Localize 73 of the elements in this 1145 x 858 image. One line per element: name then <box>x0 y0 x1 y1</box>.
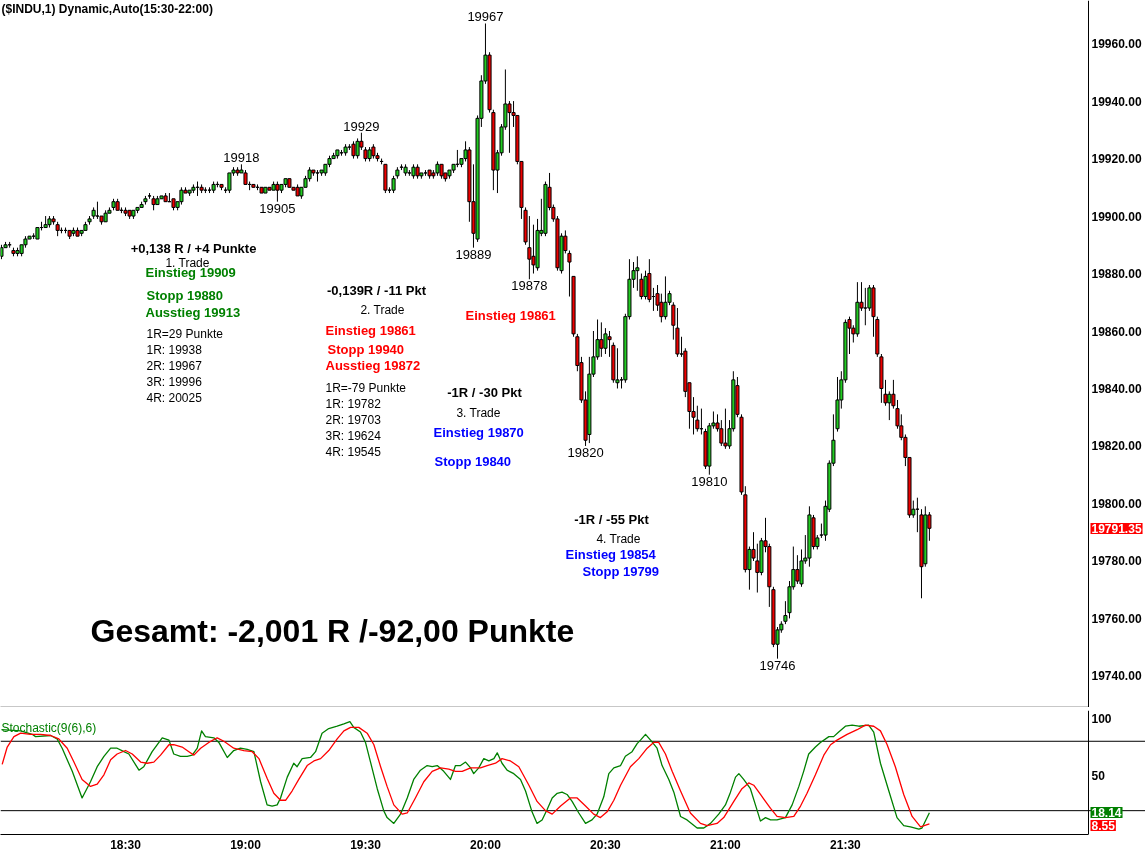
y-tick-label: 19840.00 <box>1091 381 1142 396</box>
annotation: 19967 <box>467 9 504 25</box>
y-tick-label: 19820.00 <box>1091 439 1142 454</box>
annotation: 4R: 19545 <box>325 444 382 459</box>
candlestick <box>795 554 800 585</box>
y-tick-label: 50 <box>1091 769 1106 784</box>
annotation: Einstieg 19861 <box>465 308 556 323</box>
y-tick-label: 19920.00 <box>1091 152 1142 167</box>
text: Stochastic(9(6),6) <box>1 720 97 735</box>
y-tick-label: 19780.00 <box>1091 554 1142 569</box>
candlestick <box>755 543 760 594</box>
annotation: -0,139R / -11 Pkt <box>327 283 427 298</box>
y-tick-label: 19760.00 <box>1091 611 1142 626</box>
annotation: +0,138 R / +4 Punkte <box>130 241 257 256</box>
y-tick-label: 19900.00 <box>1091 209 1142 224</box>
annotation: Ausstieg 19913 <box>145 305 241 320</box>
annotation: 1R: 19782 <box>325 396 382 411</box>
annotation: 4. Trade <box>596 531 641 546</box>
annotation: 19820 <box>567 444 604 460</box>
annotation: Einstieg 19854 <box>565 547 657 562</box>
x-tick-label: 20:00 <box>470 837 502 852</box>
annotation: Ausstieg 19872 <box>325 358 421 373</box>
annotation: Stopp 19880 <box>146 288 224 303</box>
annotation: 19810 <box>691 473 728 489</box>
y-tick-label: 19960.00 <box>1091 37 1142 52</box>
candlestick <box>723 408 728 450</box>
x-tick-label: 20:30 <box>590 837 622 852</box>
annotation: 19878 <box>511 278 548 294</box>
annotation: 1R=29 Punkte <box>146 326 224 341</box>
annotation: 3R: 19996 <box>146 374 203 389</box>
annotation: 1R=-79 Punkte <box>325 380 407 395</box>
x-tick-label: 19:00 <box>230 837 262 852</box>
annotation: Stopp 19799 <box>582 564 660 579</box>
y-tick-label: 19740.00 <box>1091 669 1142 684</box>
annotation: 2R: 19703 <box>325 412 382 427</box>
candlestick <box>615 347 620 389</box>
candlestick <box>863 287 868 326</box>
y-tick-label: 19800.00 <box>1091 496 1142 511</box>
text: 18.14 <box>1091 806 1122 820</box>
annotation: Einstieg 19861 <box>325 323 416 338</box>
annotation: 19889 <box>455 246 492 262</box>
annotation: 4R: 20025 <box>146 390 203 405</box>
annotation: 1R: 19938 <box>146 342 203 357</box>
annotation: -1R / -30 Pkt <box>447 385 523 400</box>
annotation: 2. Trade <box>360 302 405 317</box>
candlestick <box>507 100 512 154</box>
annotation: Gesamt: -2,001 R /-92,00 Punkte <box>90 612 575 649</box>
candlestick <box>599 321 604 358</box>
candlestick <box>643 270 648 300</box>
x-tick-label: 21:00 <box>710 837 742 852</box>
y-tick-label: 19940.00 <box>1091 94 1142 109</box>
candlestick <box>315 169 320 183</box>
annotation: Stopp 19940 <box>327 342 405 357</box>
annotation: 3. Trade <box>456 405 501 420</box>
annotation: 3R: 19624 <box>325 428 382 443</box>
x-tick-label: 21:30 <box>830 837 862 852</box>
candlestick <box>887 390 892 421</box>
y-tick-label: 19860.00 <box>1091 324 1142 339</box>
annotation: 19905 <box>259 200 296 216</box>
annotation: 19918 <box>223 150 260 166</box>
annotation: 2R: 19967 <box>146 358 203 373</box>
x-tick-label: 18:30 <box>110 837 142 852</box>
text: 19791.35 <box>1091 522 1142 536</box>
annotation: 19929 <box>343 118 380 134</box>
y-tick-label: 100 <box>1091 711 1112 726</box>
y-tick-label: 19880.00 <box>1091 267 1142 282</box>
annotation: 19746 <box>759 657 796 673</box>
chart-title: ($INDU,1) Dynamic,Auto(15:30-22:00) <box>1 1 213 16</box>
annotation: Stopp 19840 <box>434 454 512 469</box>
annotation: Einstieg 19870 <box>433 425 524 440</box>
text: 8.55 <box>1091 819 1116 833</box>
x-tick-label: 19:30 <box>350 837 382 852</box>
annotation: -1R / -55 Pkt <box>574 512 650 527</box>
